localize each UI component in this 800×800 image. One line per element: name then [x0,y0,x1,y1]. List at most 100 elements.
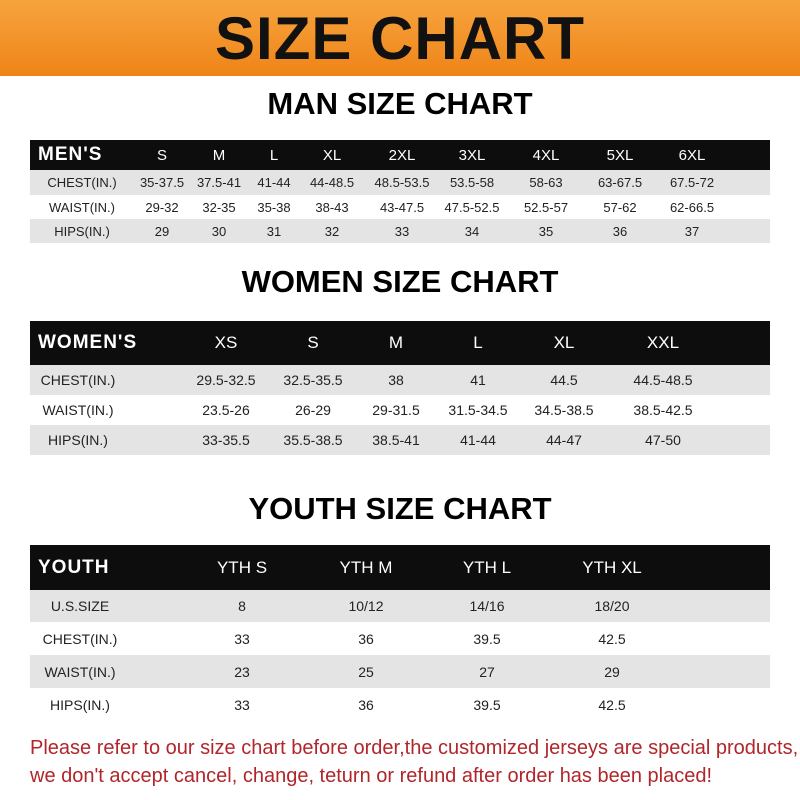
women-cell-value: 38.5-42.5 [633,402,693,418]
men-cell-value: 35-38 [257,199,291,215]
youth-cell-value: 36 [358,630,374,647]
women-corner-label: WOMEN'S [38,332,138,353]
women-row-label: HIPS(IN.) [48,432,108,448]
youth-table-row: HIPS(IN.) 33 36 39.5 42.5 [30,688,770,721]
youth-corner-label: YOUTH [38,556,110,578]
youth-size-header: YTH L [462,557,512,577]
men-table-row: HIPS(IN.) 29 30 31 32 33 34 35 36 37 [30,219,770,243]
women-table-row: CHEST(IN.) 29.5-32.5 32.5-35.5 38 41 44.5 44.5… [30,365,770,395]
women-row-label: CHEST(IN.) [40,372,116,388]
women-size-header: S [307,333,319,352]
youth-size-header: YTH S [216,557,268,577]
men-size-header: 6XL [678,146,706,164]
youth-size-header: YTH XL [582,557,642,577]
women-cell-value: 29.5-32.5 [196,372,256,388]
men-cell-value: 29-32 [145,199,179,215]
notice-line-1: Please refer to our size chart before or… [30,737,799,759]
women-size-header: XXL [646,333,680,352]
women-size-header: L [473,333,483,352]
men-size-header: 5XL [606,146,634,164]
women-size-header: M [388,333,404,352]
youth-cell-value: 42.5 [598,696,626,713]
youth-row-label: HIPS(IN.) [50,696,110,713]
youth-cell-value: 27 [479,663,495,680]
men-cell-value: 41-44 [257,175,291,190]
youth-cell-value: 36 [358,696,374,713]
youth-table-row: WAIST(IN.) 23 25 27 29 [30,655,770,688]
youth-size-header: YTH M [339,557,393,577]
women-cell-value: 41-44 [460,432,496,448]
men-row-label: CHEST(IN.) [47,175,117,190]
women-cell-value: 34.5-38.5 [534,402,594,418]
women-size-header: XL [553,333,575,352]
youth-cell-value: 33 [234,630,250,647]
women-table-row: WAIST(IN.) 23.5-26 26-29 29-31.5 31.5-34.5 34… [30,395,770,425]
youth-cell-value: 25 [358,663,374,680]
men-cell-value: 32-35 [202,199,236,215]
youth-row-label: CHEST(IN.) [42,630,118,647]
youth-row-label: WAIST(IN.) [44,663,116,680]
men-size-header: L [269,146,279,164]
men-cell-value: 43-47.5 [379,199,425,215]
men-size-header: 4XL [532,146,560,164]
women-cell-value: 26-29 [295,402,331,418]
youth-cell-value: 23 [234,663,250,680]
youth-cell-value: 33 [234,696,250,713]
men-size-header: M [212,146,226,164]
youth-cell-value: 39.5 [473,696,501,713]
women-cell-value: 38 [388,372,404,388]
women-row-label: WAIST(IN.) [42,402,114,418]
men-size-header: S [156,146,167,164]
women-cell-value: 44-47 [546,432,582,448]
youth-cell-value: 18/20 [594,598,630,614]
men-cell-value: 37.5-41 [196,175,242,190]
women-cell-value: 41 [470,372,486,388]
youth-cell-value: 29 [604,663,620,680]
men-cell-value: 62-66.5 [669,199,715,215]
youth-table-row: U.S.SIZE 8 10/12 14/16 18/20 [30,590,770,622]
notice-line-2: we don't accept cancel, change, teturn o… [30,765,713,787]
men-cell-value: 35-37.5 [139,175,185,190]
men-cell-value: 36 [612,223,628,239]
men-cell-value: 44-48.5 [309,175,355,190]
men-section-title: MAN SIZE CHART [267,86,533,121]
men-cell-value: 37 [684,223,700,239]
women-cell-value: 44.5 [550,372,578,388]
men-cell-value: 31 [266,223,282,239]
men-cell-value: 29 [154,223,170,239]
men-cell-value: 58-63 [529,175,563,190]
men-cell-value: 30 [211,223,227,239]
men-size-header: XL [322,146,342,164]
youth-cell-value: 10/12 [348,598,384,614]
men-cell-value: 47.5-52.5 [444,199,500,215]
youth-cell-value: 42.5 [598,630,626,647]
men-row-label: WAIST(IN.) [49,199,115,215]
youth-cell-value: 8 [238,598,246,614]
women-cell-value: 23.5-26 [202,402,250,418]
youth-table-row: CHEST(IN.) 33 36 39.5 42.5 [30,622,770,655]
men-table-row: WAIST(IN.) 29-32 32-35 35-38 38-43 43-47.5 47.… [30,195,770,219]
youth-section-title: YOUTH SIZE CHART [248,491,552,526]
banner-title: SIZE CHART [215,5,585,72]
men-size-header: 3XL [458,146,486,164]
women-cell-value: 44.5-48.5 [633,372,693,388]
women-size-header: XS [214,333,238,352]
women-cell-value: 47-50 [645,432,681,448]
size-chart-banner: SIZE CHART [0,0,800,76]
men-cell-value: 48.5-53.5 [374,175,430,190]
women-cell-value: 35.5-38.5 [283,432,343,448]
men-size-header: 2XL [388,146,416,164]
men-table-row: CHEST(IN.) 35-37.5 37.5-41 41-44 44-48.5 48.5… [30,170,770,195]
women-cell-value: 29-31.5 [372,402,420,418]
men-cell-value: 63-67.5 [597,175,643,190]
women-cell-value: 32.5-35.5 [283,372,343,388]
youth-header-row: YOUTH YTH S YTH M YTH L YTH XL [30,545,770,590]
women-section-title: WOMEN SIZE CHART [241,264,559,299]
men-row-label: HIPS(IN.) [54,223,110,239]
men-header-row: MEN'S S M L XL 2XL 3XL 4XL 5XL 6XL [30,140,770,170]
men-cell-value: 52.5-57 [523,199,569,215]
men-cell-value: 67.5-72 [669,175,715,190]
men-cell-value: 35 [538,223,554,239]
men-cell-value: 53.5-58 [449,175,495,190]
men-cell-value: 32 [324,223,340,239]
